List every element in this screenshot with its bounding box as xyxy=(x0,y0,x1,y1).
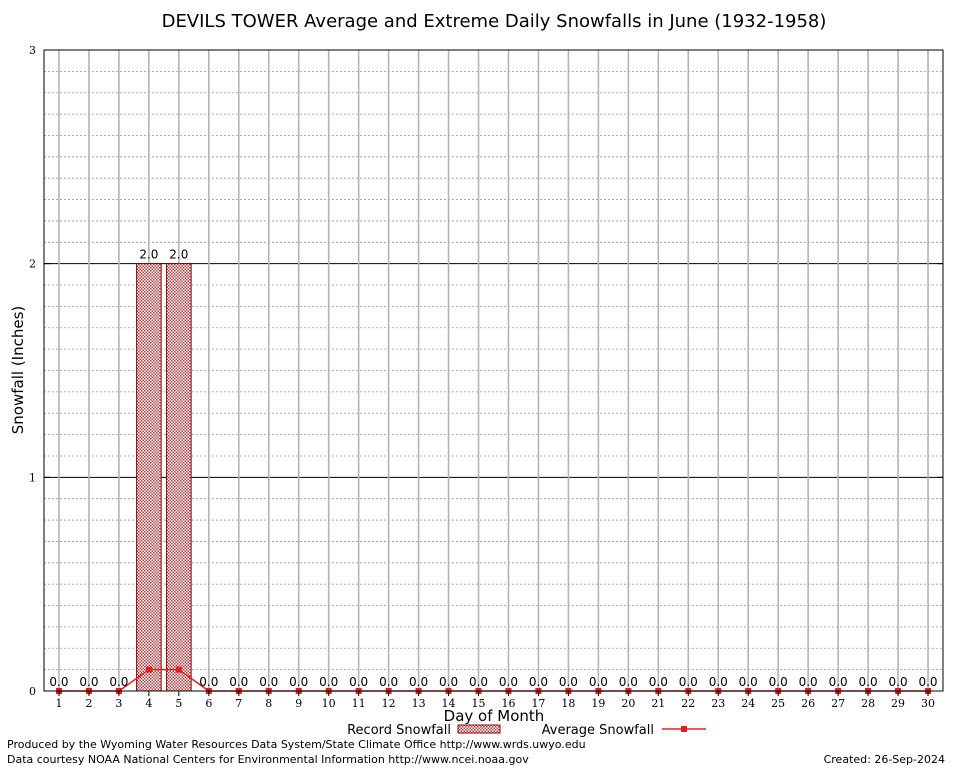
legend-average-marker xyxy=(681,726,687,732)
data-label-day-22: 0.0 xyxy=(679,675,698,689)
x-tick-label: 4 xyxy=(145,697,152,710)
x-tick-label: 20 xyxy=(621,697,635,710)
legend-record-swatch xyxy=(457,724,501,734)
data-label-day-18: 0.0 xyxy=(559,675,578,689)
x-tick-label: 11 xyxy=(352,697,366,710)
data-label-day-14: 0.0 xyxy=(439,675,458,689)
data-label-day-12: 0.0 xyxy=(379,675,398,689)
data-label-day-11: 0.0 xyxy=(349,675,368,689)
y-axis-label: Snowfall (Inches) xyxy=(9,306,27,434)
data-label-day-29: 0.0 xyxy=(889,675,908,689)
x-axis-ticks: 1 2 3 4 5 6 7 8 9 10 11 12 13 14 15 16 17 18 19 20 21 22 23 24 2… xyxy=(55,691,935,710)
x-tick-label: 16 xyxy=(501,697,515,710)
data-label-day-23: 0.0 xyxy=(709,675,728,689)
data-label-day-2: 0.0 xyxy=(79,675,98,689)
grid xyxy=(44,50,943,691)
footer-data-courtesy: Data courtesy NOAA National Centers for … xyxy=(7,753,529,766)
data-label-day-27: 0.0 xyxy=(829,675,848,689)
x-tick-label: 5 xyxy=(175,697,182,710)
x-tick-label: 1 xyxy=(55,697,62,710)
x-tick-label: 12 xyxy=(382,697,396,710)
x-tick-label: 28 xyxy=(861,697,875,710)
data-label-day-13: 0.0 xyxy=(409,675,428,689)
data-label-day-8: 0.0 xyxy=(259,675,278,689)
data-label-day-24: 0.0 xyxy=(739,675,758,689)
x-tick-label: 3 xyxy=(115,697,122,710)
x-tick-label: 27 xyxy=(831,697,845,710)
y-axis-ticks: 0 1 2 3 xyxy=(29,44,943,698)
data-label-day-28: 0.0 xyxy=(859,675,878,689)
y-tick-label: 3 xyxy=(29,44,36,57)
data-label-day-3: 0.0 xyxy=(109,675,128,689)
data-label-day-15: 0.0 xyxy=(469,675,488,689)
data-label-day-9: 0.0 xyxy=(289,675,308,689)
x-tick-label: 2 xyxy=(85,697,92,710)
x-tick-label: 8 xyxy=(265,697,272,710)
x-tick-label: 22 xyxy=(681,697,695,710)
record-bar-day-5 xyxy=(166,263,192,692)
x-tick-label: 18 xyxy=(561,697,575,710)
footer-produced-by: Produced by the Wyoming Water Resources … xyxy=(7,738,586,751)
average-point-day-5 xyxy=(175,666,182,673)
data-label-day-30: 0.0 xyxy=(918,675,937,689)
x-tick-label: 7 xyxy=(235,697,242,710)
data-labels: 0.0 0.0 0.0 2.0 2.0 0.0 0.0 0.0 0.0 0.0 0.0 0.0 0.0 0… xyxy=(49,248,937,689)
x-tick-label: 23 xyxy=(711,697,725,710)
data-label-day-25: 0.0 xyxy=(769,675,788,689)
x-tick-label: 13 xyxy=(412,697,426,710)
y-tick-label: 2 xyxy=(29,258,36,271)
x-tick-label: 10 xyxy=(322,697,336,710)
data-label-day-7: 0.0 xyxy=(229,675,248,689)
data-label-day-4: 2.0 xyxy=(139,248,158,262)
x-tick-label: 26 xyxy=(801,697,815,710)
x-tick-label: 29 xyxy=(891,697,905,710)
footer-created-date: Created: 26-Sep-2024 xyxy=(824,753,945,766)
x-tick-label: 15 xyxy=(472,697,486,710)
data-label-day-19: 0.0 xyxy=(589,675,608,689)
x-tick-label: 21 xyxy=(651,697,665,710)
x-tick-label: 24 xyxy=(741,697,755,710)
data-label-day-17: 0.0 xyxy=(529,675,548,689)
average-point-day-4 xyxy=(145,666,152,673)
x-tick-label: 19 xyxy=(591,697,605,710)
data-label-day-6: 0.0 xyxy=(199,675,218,689)
y-tick-label: 1 xyxy=(29,471,36,484)
chart-title: DEVILS TOWER Average and Extreme Daily S… xyxy=(162,11,827,32)
x-tick-label: 9 xyxy=(295,697,302,710)
x-tick-label: 14 xyxy=(442,697,456,710)
data-label-day-5: 2.0 xyxy=(169,248,188,262)
x-tick-label: 17 xyxy=(531,697,545,710)
x-axis-label: Day of Month xyxy=(444,707,545,725)
legend-average-label: Average Snowfall xyxy=(542,723,654,738)
data-label-day-20: 0.0 xyxy=(619,675,638,689)
data-label-day-16: 0.0 xyxy=(499,675,518,689)
x-tick-label: 6 xyxy=(205,697,212,710)
plot-frame xyxy=(43,49,944,692)
x-tick-label: 25 xyxy=(771,697,785,710)
data-label-day-21: 0.0 xyxy=(649,675,668,689)
x-tick-label: 30 xyxy=(921,697,935,710)
legend-record-label: Record Snowfall xyxy=(347,723,451,738)
record-bars xyxy=(136,263,192,692)
data-label-day-26: 0.0 xyxy=(799,675,818,689)
y-tick-label: 0 xyxy=(29,685,36,698)
data-label-day-10: 0.0 xyxy=(319,675,338,689)
legend: Record Snowfall Average Snowfall xyxy=(347,723,706,738)
data-label-day-1: 0.0 xyxy=(49,675,68,689)
record-bar-day-4 xyxy=(136,263,162,692)
